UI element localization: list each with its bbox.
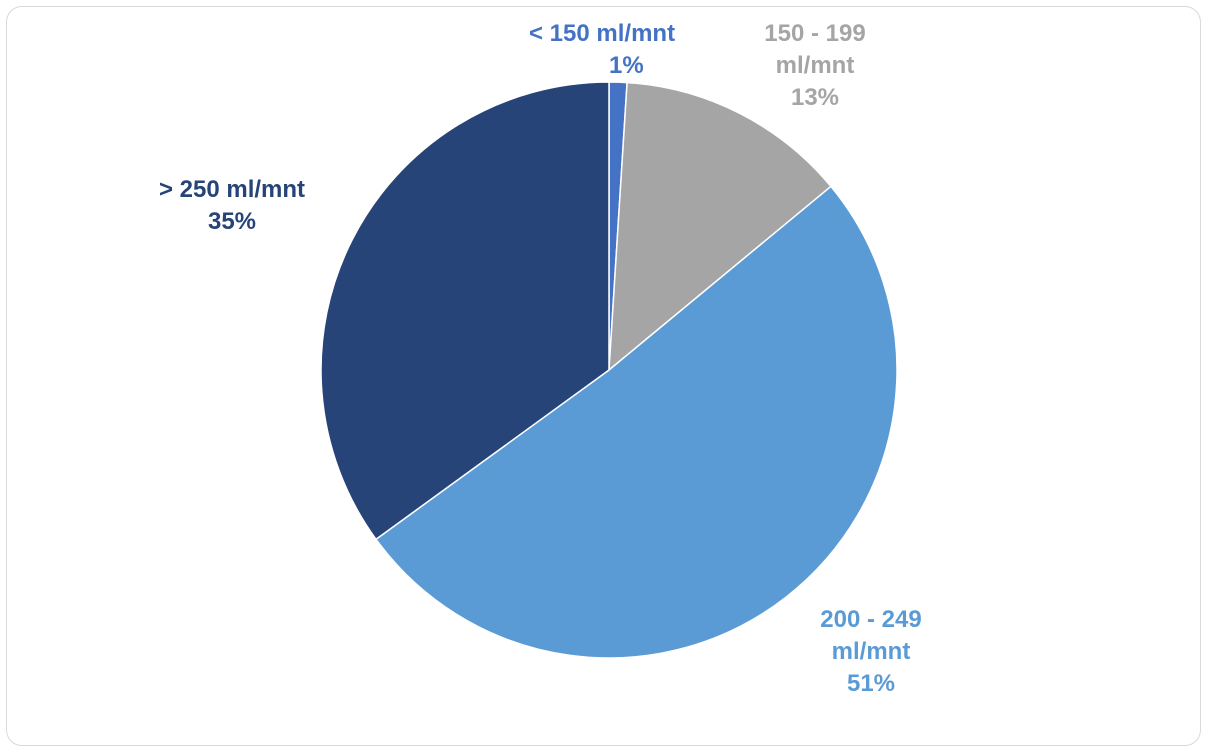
slice-value-text: 35% <box>207 208 257 235</box>
slice-label-gt-250: > 250 ml/mnt 35% <box>127 174 337 238</box>
slice-value-text: 1% <box>609 52 644 79</box>
slice-value-text: 13% <box>790 84 840 111</box>
pie-slice-2 <box>374 185 898 659</box>
slice-label-lt-150: < 150 ml/mnt 1% <box>529 18 729 82</box>
slice-label-150-199: 150 - 199 ml/mnt 13% <box>740 18 890 114</box>
pie-chart <box>320 81 898 659</box>
slice-label-text: 150 - 199 <box>764 20 866 47</box>
slice-label-200-249: 200 - 249 ml/mnt 51% <box>796 604 946 700</box>
slice-label-text: > 250 ml/mnt <box>158 176 306 203</box>
pie-slice-3 <box>320 81 610 541</box>
pie-slices <box>320 81 898 659</box>
pie-slice-1 <box>608 81 832 372</box>
slice-value-text: 51% <box>846 670 896 697</box>
slice-label-text: 200 - 249 <box>820 606 922 633</box>
slice-label-text: ml/mnt <box>775 52 855 79</box>
slice-label-text: < 150 ml/mnt <box>529 20 676 47</box>
slice-label-text: ml/mnt <box>831 638 911 665</box>
